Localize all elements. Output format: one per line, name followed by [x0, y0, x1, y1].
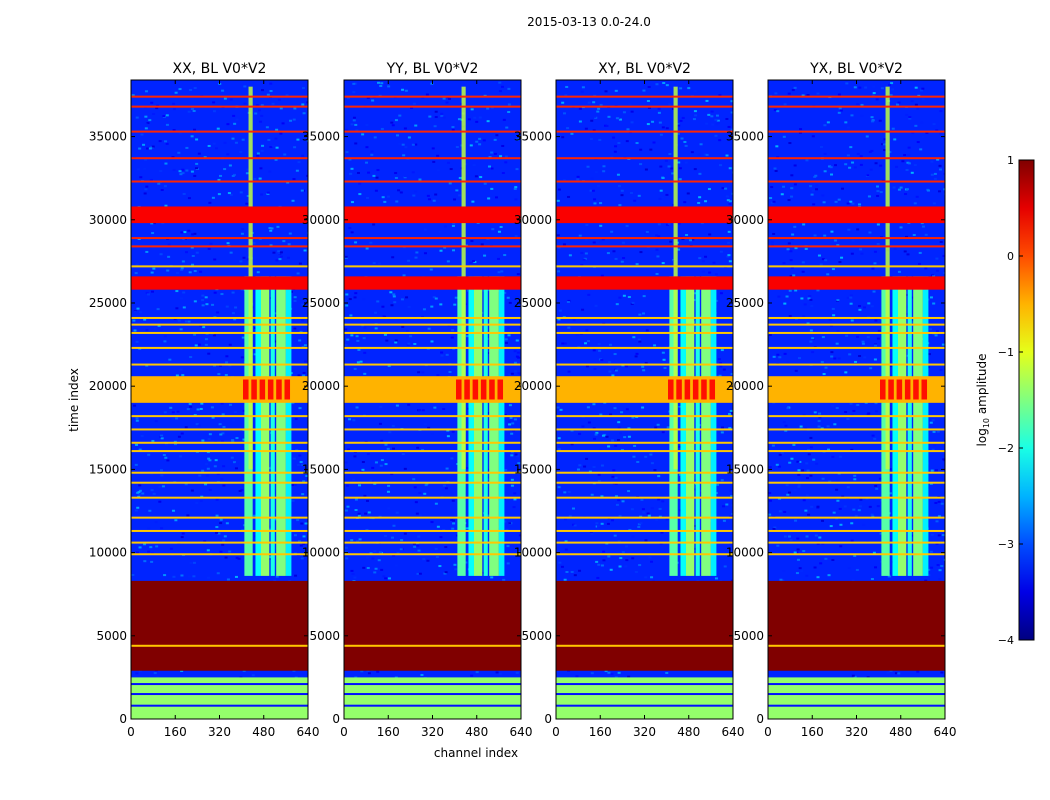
colorbar-tick-label: −1 [998, 346, 1014, 359]
panel-yx: YX, BL V0*V2 0 160 320 480 640 0 5000 10000 15000… [726, 61, 957, 739]
flag-lines [768, 95, 945, 707]
x-tick-label: 640 [934, 725, 957, 739]
colorbar-label: log10 amplitude [975, 354, 991, 447]
region-1 [344, 580, 521, 671]
y-tick-label: 20000 [302, 379, 340, 393]
y-tick-label: 15000 [89, 462, 127, 476]
panel-title: YX, BL V0*V2 [809, 61, 903, 77]
y-tick-label: 0 [332, 712, 340, 726]
y-tick-label: 35000 [514, 130, 552, 144]
x-tick-label: 640 [297, 725, 320, 739]
region-4 [131, 206, 308, 224]
y-tick-label: 10000 [302, 546, 340, 560]
y-tick-label: 30000 [726, 213, 764, 227]
region-3 [344, 276, 521, 290]
y-tick-label: 10000 [726, 546, 764, 560]
y-tick-label: 35000 [89, 130, 127, 144]
y-tick-label: 20000 [514, 379, 552, 393]
y-tick-label: 25000 [514, 296, 552, 310]
y-tick-label: 25000 [726, 296, 764, 310]
y-tick-label: 10000 [89, 546, 127, 560]
region-3 [768, 276, 945, 290]
region-4 [556, 206, 733, 224]
y-tick-label: 0 [756, 712, 764, 726]
colorbar-tick-label: 1 [1007, 154, 1014, 167]
colorbar-tick-label: 0 [1007, 250, 1014, 263]
y-tick-label: 30000 [89, 213, 127, 227]
region-4 [768, 206, 945, 224]
flag-lines [556, 95, 733, 707]
colorbar-tick-label: −4 [998, 634, 1014, 647]
y-tick-label: 5000 [733, 629, 764, 643]
heatmap-image [131, 80, 308, 719]
heatmap-image [556, 80, 733, 719]
region-1 [556, 580, 733, 671]
region-3 [556, 276, 733, 290]
x-tick-label: 160 [801, 725, 824, 739]
x-tick-label: 0 [764, 725, 772, 739]
x-tick-label: 480 [889, 725, 912, 739]
panel-title: XY, BL V0*V2 [598, 61, 691, 77]
y-axis-label: time index [67, 368, 81, 432]
colorbar-tick-label: −2 [998, 442, 1014, 455]
panel-yy: YY, BL V0*V2 0 160 320 480 640 0 5000 10000 15000… [302, 61, 533, 739]
panels: XX, BL V0*V2 0 160 320 480 640 0 5000 10000 15000… [89, 61, 957, 739]
x-tick-label: 0 [340, 725, 348, 739]
x-tick-label: 640 [510, 725, 533, 739]
flag-lines [344, 95, 521, 707]
panel-title: XX, BL V0*V2 [173, 61, 267, 77]
x-tick-label: 320 [633, 725, 656, 739]
figure-title: 2015-03-13 0.0-24.0 [527, 15, 651, 29]
flag-lines [131, 95, 308, 707]
panel-xx: XX, BL V0*V2 0 160 320 480 640 0 5000 10000 15000… [89, 61, 320, 739]
x-tick-label: 640 [722, 725, 745, 739]
y-tick-label: 5000 [96, 629, 127, 643]
colorbar: 1 0 −1 −2 −3 −4 log10 amplitude [975, 154, 1035, 647]
x-tick-label: 320 [845, 725, 868, 739]
panel-xy: XY, BL V0*V2 0 160 320 480 640 0 5000 10000 15000… [514, 61, 745, 739]
x-tick-label: 160 [164, 725, 187, 739]
y-tick-label: 25000 [89, 296, 127, 310]
heatmap-image [768, 80, 945, 719]
y-tick-label: 35000 [302, 130, 340, 144]
y-tick-label: 15000 [302, 462, 340, 476]
x-tick-label: 480 [677, 725, 700, 739]
x-tick-label: 0 [127, 725, 135, 739]
y-tick-label: 0 [119, 712, 127, 726]
y-tick-label: 5000 [521, 629, 552, 643]
panel-title: YY, BL V0*V2 [386, 61, 479, 77]
y-tick-label: 15000 [514, 462, 552, 476]
x-tick-label: 320 [421, 725, 444, 739]
x-tick-label: 480 [252, 725, 275, 739]
x-tick-label: 0 [552, 725, 560, 739]
region-4 [344, 206, 521, 224]
y-tick-label: 25000 [302, 296, 340, 310]
y-tick-label: 5000 [309, 629, 340, 643]
region-3 [131, 276, 308, 290]
x-tick-label: 480 [465, 725, 488, 739]
x-tick-label: 160 [377, 725, 400, 739]
y-tick-label: 20000 [89, 379, 127, 393]
y-tick-label: 35000 [726, 130, 764, 144]
x-tick-label: 160 [589, 725, 612, 739]
y-tick-label: 10000 [514, 546, 552, 560]
x-tick-label: 320 [208, 725, 231, 739]
x-axis-label: channel index [434, 746, 518, 760]
colorbar-tick-label: −3 [998, 538, 1014, 551]
region-1 [768, 580, 945, 671]
colorbar-gradient [1018, 159, 1035, 641]
y-tick-label: 30000 [302, 213, 340, 227]
region-1 [131, 580, 308, 671]
heatmap-image [344, 80, 521, 719]
y-tick-label: 20000 [726, 379, 764, 393]
y-tick-label: 30000 [514, 213, 552, 227]
y-tick-label: 0 [544, 712, 552, 726]
y-tick-label: 15000 [726, 462, 764, 476]
